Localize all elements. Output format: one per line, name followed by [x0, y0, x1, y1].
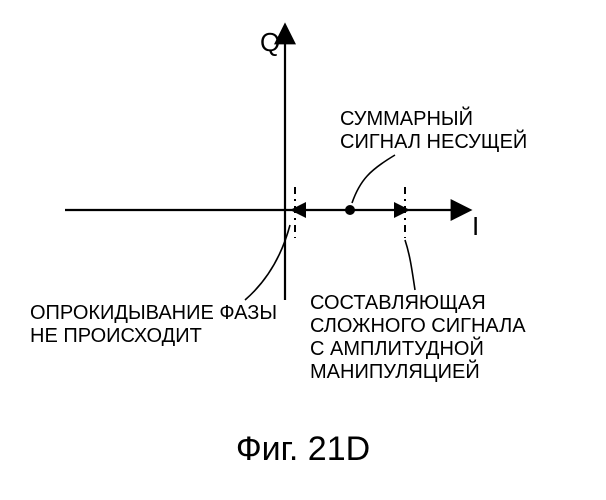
- q-axis-label: Q: [260, 28, 280, 58]
- label-sum-carrier: СУММАРНЫЙ СИГНАЛ НЕСУЩЕЙ: [340, 108, 527, 154]
- i-axis-label: I: [472, 212, 479, 242]
- diagram-canvas: Q I СУММАРНЫЙ СИГНАЛ НЕСУЩЕЙ ОПРОКИДЫВАН…: [0, 0, 606, 500]
- label-no-phase-flip: ОПРОКИДЫВАНИЕ ФАЗЫ НЕ ПРОИСХОДИТ: [30, 302, 277, 348]
- label-ask-component: СОСТАВЛЯЮЩАЯ СЛОЖНОГО СИГНАЛА С АМПЛИТУД…: [310, 292, 526, 384]
- carrier-dot: [345, 205, 355, 215]
- diagram-svg: [0, 0, 606, 500]
- leader-label1: [352, 155, 395, 203]
- leader-label3: [405, 240, 415, 290]
- leader-label2: [245, 225, 290, 300]
- figure-caption: Фиг. 21D: [0, 430, 606, 469]
